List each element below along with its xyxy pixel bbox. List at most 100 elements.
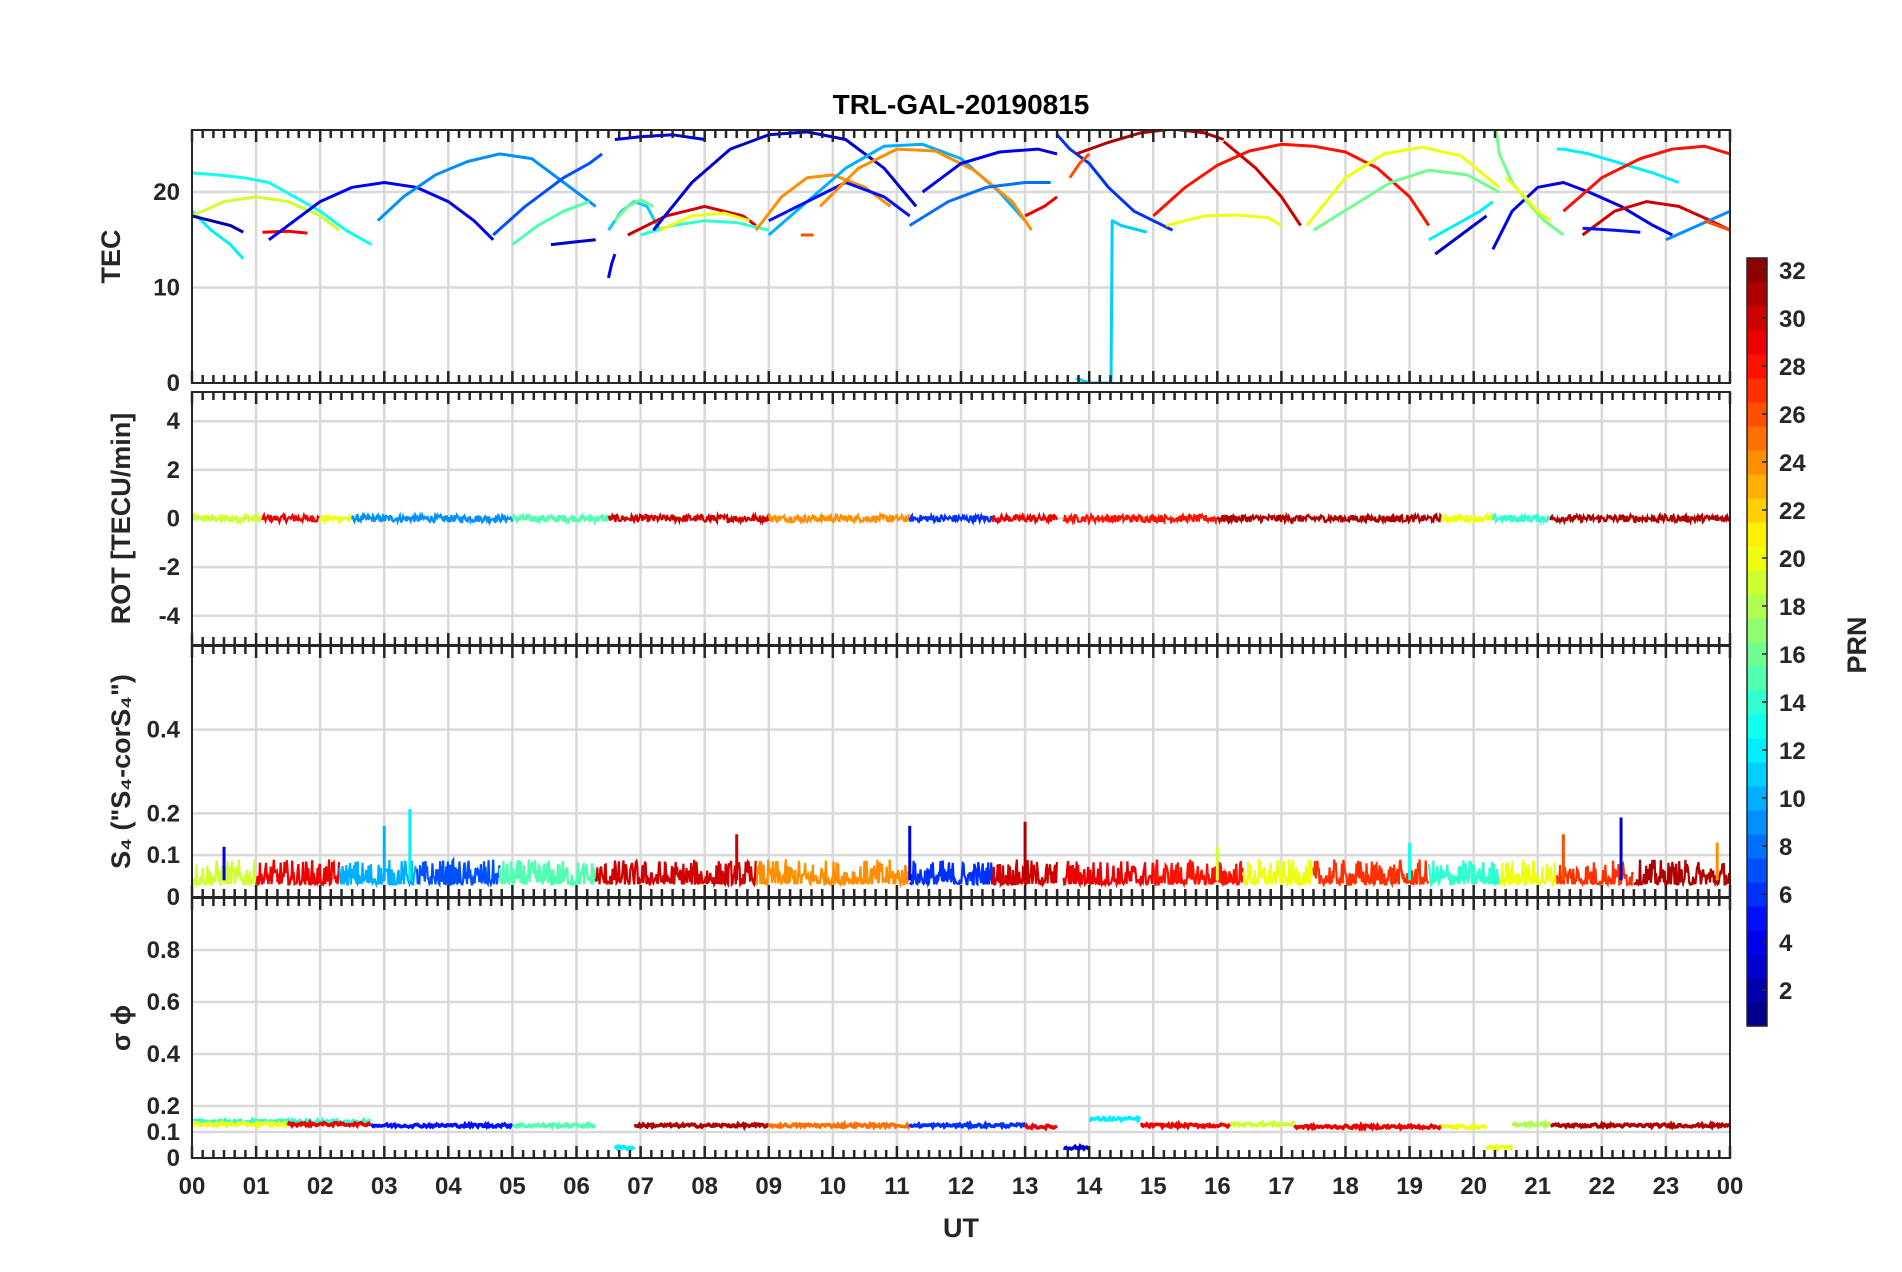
- x-tick-label: 22: [1588, 1173, 1615, 1200]
- colorbar-swatch: [1747, 306, 1767, 331]
- x-minor-ticks: [190, 898, 1732, 1158]
- y-tick-label: -4: [159, 603, 181, 630]
- x-tick-label: 17: [1268, 1173, 1295, 1200]
- tec-series-prn-30: [1222, 140, 1302, 227]
- y-tick-label: -2: [159, 554, 180, 581]
- noise-segment-prn-10: [338, 859, 417, 889]
- x-tick-label: 01: [243, 1173, 270, 1200]
- tec-series-prn-15: [511, 200, 590, 246]
- colorbar-frame: [1746, 257, 1768, 1027]
- tec-series-prn-26: [1068, 152, 1091, 179]
- colorbar-swatch: [1747, 786, 1767, 811]
- tec-series-prn-30: [1581, 200, 1730, 237]
- noise-segment-prn-19: [192, 511, 263, 527]
- y-tick-label: 0: [167, 506, 180, 533]
- tec-series-prn-4: [614, 133, 705, 141]
- y-tick-label: 20: [153, 179, 180, 206]
- tec-series-prn-20: [659, 211, 750, 232]
- y-axis-title-sigma-phi: σ ϕ: [106, 1005, 136, 1051]
- chart-title: TRL-GAL-20190815: [833, 89, 1090, 120]
- y-tick-label: 0: [167, 1145, 180, 1172]
- colorbar-swatch: [1747, 738, 1767, 763]
- noise-segment-prn-15: [498, 859, 597, 888]
- colorbar-swatch: [1747, 1002, 1767, 1027]
- colorbar-swatch: [1747, 906, 1767, 931]
- noise-segment-prn-29: [991, 511, 1058, 526]
- tec-series-prn-19: [192, 195, 341, 232]
- colorbar-tick-label: 16: [1779, 642, 1806, 669]
- tec-series-prn-4: [607, 253, 617, 279]
- sigma-segment-prn-29: [286, 1118, 372, 1130]
- colorbar-swatch: [1747, 666, 1767, 691]
- noise-segment-prn-24: [767, 511, 910, 525]
- colorbar-swatch: [1747, 618, 1767, 643]
- y-tick-label: 0.6: [147, 989, 180, 1016]
- colorbar-swatch: [1747, 378, 1767, 403]
- colorbar-swatch: [1747, 810, 1767, 835]
- tec-series-prn-2: [192, 214, 244, 234]
- x-tick-label: 03: [371, 1173, 398, 1200]
- x-tick-label: 00: [1717, 1173, 1744, 1200]
- noise-segment-prn-28: [1152, 859, 1244, 889]
- noise-segment-prn-31: [1549, 511, 1730, 526]
- sigma-segment-prn-20: [1440, 1122, 1488, 1132]
- colorbar-swatch: [1747, 594, 1767, 619]
- y-tick-label: 4: [167, 408, 181, 435]
- noise-segment-prn-20: [1440, 510, 1494, 526]
- tec-series-prn-12: [1428, 200, 1494, 242]
- tec-series-prn-20: [1165, 213, 1283, 227]
- y-tick-label: 0: [167, 370, 180, 397]
- noise-segment-prn-30: [991, 859, 1058, 889]
- y-tick-label: 0.1: [147, 1119, 180, 1146]
- x-tick-label: 08: [691, 1173, 718, 1200]
- colorbar-swatch: [1747, 474, 1767, 499]
- noise-segment-prn-20: [1241, 858, 1314, 889]
- tec-series-prn-20: [1305, 145, 1501, 227]
- noise-segment-prn-30: [594, 858, 757, 889]
- panel-rot: -4 -2 0 2 4 ROT [TECU/min]: [106, 391, 1732, 646]
- tec-series-prn-29: [1024, 195, 1058, 218]
- noise-segment-prn-29: [1062, 860, 1154, 889]
- sigma-segment-prn-12: [1088, 1114, 1142, 1125]
- colorbar-swatch: [1747, 690, 1767, 715]
- x-tick-label: 18: [1332, 1173, 1359, 1200]
- colorbar-swatch: [1747, 834, 1767, 859]
- x-minor-ticks: [190, 130, 1732, 383]
- sigma-segment-prn-31: [1550, 1120, 1730, 1131]
- panel-plot-area: [192, 130, 1730, 383]
- noise-segment-prn-31: [1216, 511, 1443, 526]
- tec-series-prn-11: [1075, 219, 1148, 383]
- sigma-segment-prn-20: [192, 1119, 289, 1130]
- colorbar-swatch: [1747, 426, 1767, 451]
- tec-series-prn-20: [1504, 176, 1552, 222]
- panel-sigma-phi: 00.10.2 0.4 0.6 0.8 σ ϕ: [106, 897, 1732, 1172]
- tec-series-prn-16: [1312, 168, 1501, 232]
- colorbar-swatch: [1747, 354, 1767, 379]
- tec-series-prn-5: [1582, 226, 1641, 234]
- colorbar-tick-label: 14: [1779, 690, 1806, 717]
- colorbar-tick-label: 32: [1779, 258, 1806, 285]
- x-tick-label: 12: [948, 1173, 975, 1200]
- noise-segment-prn-14: [1427, 860, 1500, 889]
- colorbar-swatch: [1747, 978, 1767, 1003]
- tec-series-prn-13: [192, 171, 373, 246]
- colorbar-swatch: [1747, 882, 1767, 907]
- noise-segment-prn-6: [908, 860, 994, 888]
- sigma-segment-prn-29: [1140, 1119, 1232, 1132]
- x-tick-label: 21: [1524, 1173, 1551, 1200]
- sigma-segment-prn-20: [1485, 1143, 1514, 1152]
- sigma-segment-prn-5: [370, 1120, 514, 1131]
- y-tick-label: 0: [167, 884, 180, 911]
- x-tick-label: 15: [1140, 1173, 1167, 1200]
- panel-tec: 0 10 20 TEC: [96, 129, 1732, 397]
- colorbar-tick-label: 20: [1779, 546, 1806, 573]
- x-tick-label: 20: [1460, 1173, 1487, 1200]
- x-tick-label: 23: [1653, 1173, 1680, 1200]
- tec-series-prn-3: [652, 130, 918, 232]
- sigma-segment-prn-3: [1062, 1142, 1091, 1152]
- tec-series-prn-8: [908, 181, 1051, 227]
- noise-segment-prn-7: [415, 856, 501, 889]
- panel-plot-area: [192, 1114, 1730, 1152]
